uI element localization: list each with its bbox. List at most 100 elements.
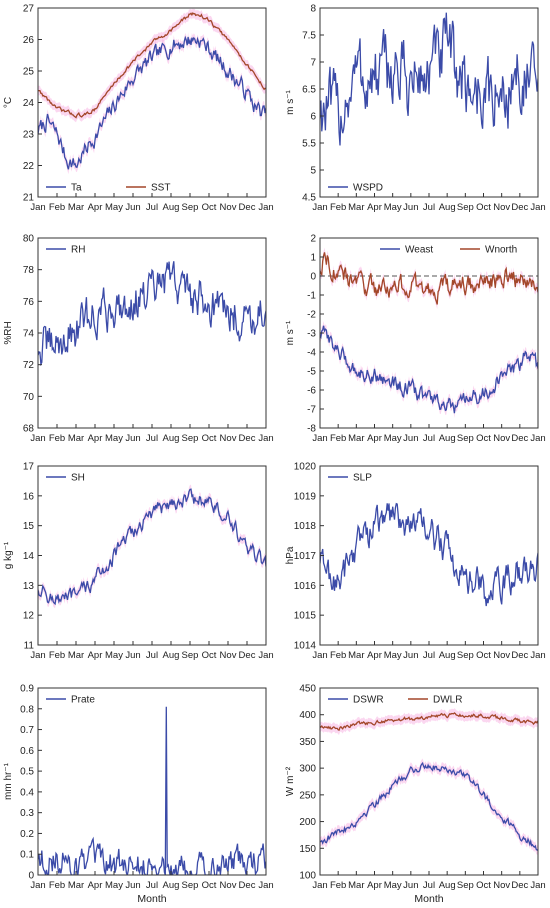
x-tick-label: Jan (312, 650, 327, 661)
y-tick-label: 78 (23, 265, 35, 276)
x-tick-label: Mar (348, 202, 364, 213)
x-tick-label: Dec (239, 880, 256, 891)
x-tick-label: Sep (457, 650, 474, 661)
series-line-sst (38, 12, 266, 119)
y-tick-label: 5.5 (302, 139, 316, 150)
x-tick-label: Sep (457, 880, 474, 891)
x-tick-label: Apr (367, 880, 382, 891)
x-tick-label: Dec (511, 880, 528, 891)
x-tick-label: Nov (493, 433, 510, 444)
y-axis-label: W m⁻² (285, 766, 296, 796)
x-tick-label: Aug (163, 880, 180, 891)
x-tick-label: Nov (220, 880, 237, 891)
x-tick-label: Aug (163, 202, 180, 213)
y-tick-label: 0.7 (20, 725, 34, 736)
x-tick-label: Jul (423, 650, 435, 661)
y-tick-label: -4 (307, 348, 316, 359)
legend-label-sst: SST (151, 183, 170, 194)
y-tick-label: 16 (23, 491, 35, 502)
y-tick-label: 27 (23, 4, 35, 15)
x-tick-label: Apr (88, 650, 103, 661)
x-tick-label: Nov (493, 880, 510, 891)
x-tick-label: Jun (125, 202, 140, 213)
x-tick-label: Jan (30, 202, 45, 213)
y-tick-label: 6 (310, 112, 316, 123)
y-tick-label: 0.2 (20, 829, 34, 840)
x-tick-label: Dec (511, 650, 528, 661)
x-tick-label: Dec (239, 202, 256, 213)
x-tick-label: Jan (258, 650, 273, 661)
y-tick-label: -5 (307, 367, 316, 378)
y-tick-label: 0 (310, 272, 316, 283)
legend-label-dwlr: DWLR (433, 695, 462, 706)
series-line-ta (38, 35, 266, 170)
legend-label-ta: Ta (71, 183, 82, 194)
chart-panel-3: 68 70 72 74 76 78 80 Jan Feb Mar Apr May Jun Jul Aug Se… (3, 234, 274, 445)
series-line-dswr (320, 761, 538, 851)
legend-label-wnorth: Wnorth (485, 245, 517, 256)
x-tick-label: Jan (258, 202, 273, 213)
x-tick-label: Nov (220, 202, 237, 213)
x-tick-label: Jan (30, 650, 45, 661)
x-tick-label: Aug (439, 433, 456, 444)
y-tick-label: 12 (23, 611, 35, 622)
y-tick-label: 24 (23, 98, 35, 109)
y-axis-label: m s⁻¹ (285, 89, 296, 114)
legend-label-dswr: DSWR (353, 695, 384, 706)
y-tick-label: 68 (23, 424, 35, 435)
plot-area (38, 706, 266, 875)
y-tick-label: -2 (307, 310, 316, 321)
x-tick-label: Dec (239, 433, 256, 444)
y-tick-label: 1016 (294, 581, 317, 592)
x-tick-label: Aug (439, 202, 456, 213)
plot-area (320, 708, 538, 855)
y-tick-label: -3 (307, 329, 316, 340)
y-tick-label: 22 (23, 161, 35, 172)
x-tick-label: Feb (49, 202, 65, 213)
y-tick-label: 74 (23, 329, 35, 340)
x-tick-label: Jul (146, 880, 158, 891)
plot-area (38, 261, 266, 367)
y-axis-label: g kg⁻¹ (3, 541, 14, 569)
y-tick-label: 0.3 (20, 808, 34, 819)
x-tick-label: Mar (68, 650, 84, 661)
x-tick-label: Apr (367, 433, 382, 444)
x-tick-label: Jul (146, 433, 158, 444)
y-tick-label: 1019 (294, 491, 317, 502)
legend: WSPD (328, 183, 383, 194)
y-tick-label: 0.8 (20, 704, 34, 715)
y-tick-label: 1014 (294, 641, 317, 652)
series-line-dwlr (320, 712, 538, 731)
x-tick-label: Nov (493, 202, 510, 213)
y-tick-label: 0 (28, 871, 34, 882)
y-tick-label: 150 (299, 844, 316, 855)
x-tick-label: Jun (403, 433, 418, 444)
y-tick-label: 80 (23, 234, 35, 245)
y-tick-label: 300 (299, 764, 316, 775)
x-tick-label: Aug (439, 880, 456, 891)
x-tick-label: Nov (493, 650, 510, 661)
confidence-band-dwlr (320, 708, 538, 735)
series-line-weast (320, 325, 538, 414)
x-tick-label: Dec (239, 650, 256, 661)
x-tick-label: May (105, 202, 123, 213)
x-tick-label: Sep (182, 650, 199, 661)
y-tick-label: 11 (24, 641, 35, 652)
confidence-band-weast (320, 320, 538, 418)
x-tick-label: Nov (220, 433, 237, 444)
y-tick-label: 1018 (294, 521, 317, 532)
y-tick-label: 350 (299, 737, 316, 748)
series-line-prate (38, 706, 266, 875)
x-tick-label: Apr (88, 202, 103, 213)
x-tick-label: Oct (476, 202, 491, 213)
x-tick-label: May (384, 202, 402, 213)
y-tick-label: 200 (299, 817, 316, 828)
plot-area (320, 502, 538, 607)
x-tick-label: Jul (423, 880, 435, 891)
x-tick-label: Jun (403, 880, 418, 891)
x-axis-label: Month (137, 893, 166, 905)
x-tick-label: May (105, 880, 123, 891)
y-tick-label: 2 (310, 234, 316, 245)
x-tick-label: Oct (476, 880, 491, 891)
